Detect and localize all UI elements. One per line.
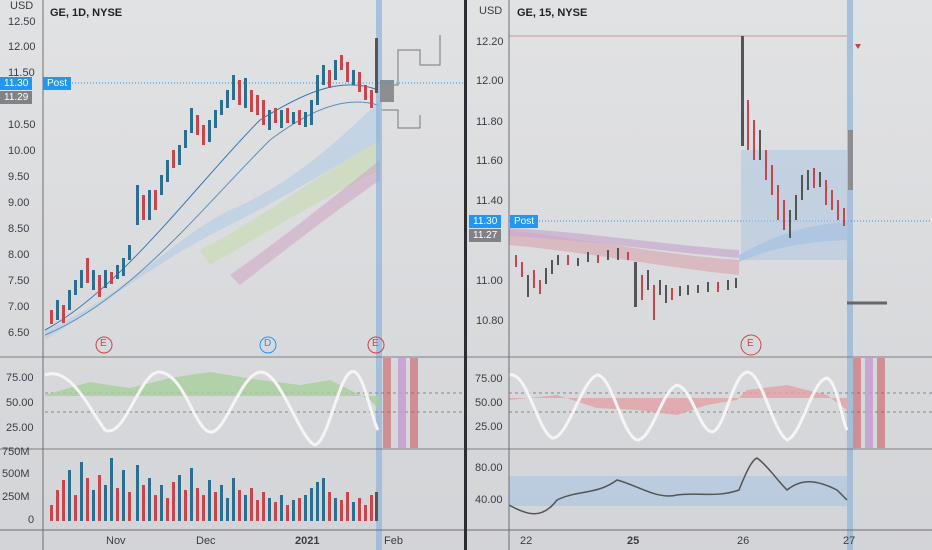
x-axis-label: 22	[520, 535, 533, 547]
right-candles	[515, 36, 853, 320]
event-marker[interactable]: E	[100, 338, 107, 349]
post-price-tag: 11.30	[469, 215, 502, 228]
x-axis-label: Nov	[106, 535, 126, 547]
osc-tick: 50.00	[475, 397, 503, 409]
event-marker[interactable]: E	[747, 338, 754, 349]
left-candles	[50, 38, 378, 324]
pane-divider[interactable]	[464, 0, 467, 550]
price-tick: 9.00	[8, 197, 30, 209]
price-tick: 12.50	[8, 16, 36, 28]
osc-tick: 25.00	[6, 422, 34, 434]
price-tick: 12.20	[476, 36, 504, 48]
price-tick: 12.00	[476, 75, 504, 87]
price-tick: 11.80	[476, 116, 503, 128]
price-tick: 8.00	[8, 249, 30, 261]
price-tick: 11.00	[476, 275, 503, 287]
price-tick: 7.00	[8, 301, 30, 313]
price-tick: 10.50	[8, 119, 36, 131]
x-axis-label: Dec	[196, 535, 216, 547]
x-axis-label: 2021	[295, 535, 320, 547]
post-label: Post	[43, 77, 72, 90]
osc-tick: 50.00	[6, 397, 34, 409]
price-tick: 9.50	[8, 171, 30, 183]
price-tick: 12.00	[8, 41, 36, 53]
last-price-tag: 11.27	[469, 229, 502, 242]
x-axis-label: 25	[627, 535, 640, 547]
x-axis-label: 27	[843, 535, 856, 547]
osc2-tick: 80.00	[475, 462, 503, 474]
left-chart-panel[interactable]: USD GE, 1D, NYSE 12.50 12.00 11.50 10.50…	[0, 0, 464, 550]
right-currency-label: USD	[479, 5, 503, 17]
osc2-tick: 40.00	[475, 494, 503, 506]
price-tick: 10.80	[476, 315, 504, 327]
event-marker[interactable]: D	[264, 338, 272, 349]
volume-tick: 500M	[2, 468, 30, 480]
right-symbol-title: GE, 15, NYSE	[517, 7, 588, 19]
right-chart-panel[interactable]: USD GE, 15, NYSE 12.20 12.00 11.80 11.60…	[467, 0, 932, 550]
price-tick: 8.50	[8, 223, 30, 235]
left-symbol-title: GE, 1D, NYSE	[50, 7, 123, 19]
volume-tick: 750M	[2, 446, 30, 458]
event-marker[interactable]: E	[372, 338, 379, 349]
price-tick: 6.50	[8, 327, 30, 339]
price-tick: 11.50	[8, 67, 35, 79]
price-tick: 7.50	[8, 275, 30, 287]
x-axis-label: 26	[737, 535, 750, 547]
post-price-tag: 11.30	[0, 77, 33, 90]
post-label: Post	[510, 215, 539, 228]
price-tick: 10.00	[8, 145, 36, 157]
volume-tick: 0	[28, 514, 35, 526]
osc-tick: 75.00	[6, 372, 34, 384]
price-tick: 11.60	[476, 155, 503, 167]
left-price-canvas[interactable]	[0, 0, 464, 550]
right-price-canvas[interactable]	[467, 0, 932, 550]
osc-tick: 75.00	[475, 373, 503, 385]
osc-tick: 25.00	[475, 421, 503, 433]
left-currency-label: USD	[10, 0, 34, 12]
price-tick: 11.40	[476, 195, 503, 207]
left-volume-bars	[50, 458, 378, 521]
x-axis-label: Feb	[384, 535, 403, 547]
volume-tick: 250M	[2, 491, 30, 503]
last-price-tag: 11.29	[0, 91, 33, 104]
